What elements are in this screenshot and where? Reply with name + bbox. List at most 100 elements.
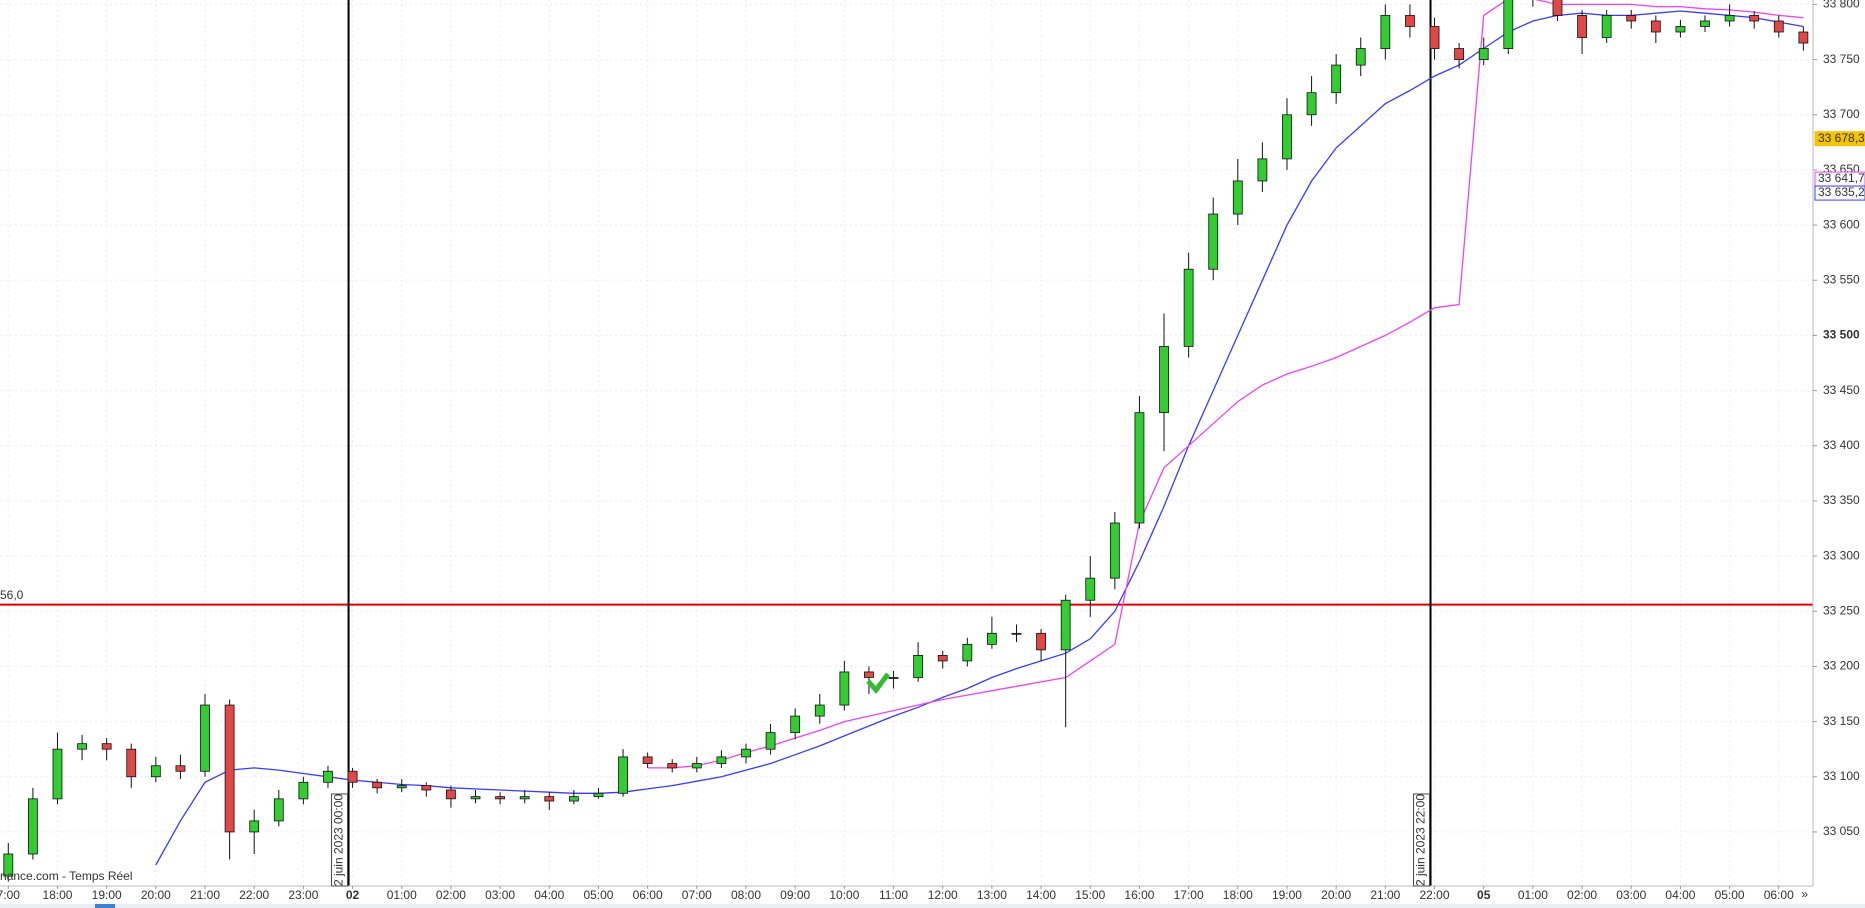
y-tick-label: 33 700: [1823, 107, 1860, 121]
x-tick-label: 03:00: [485, 888, 515, 902]
candle-body: [1183, 268, 1194, 347]
session-label-box: [331, 793, 349, 887]
x-tick-label: 01:00: [387, 888, 417, 902]
x-tick-label: 11:00: [879, 888, 908, 902]
y-tick-label: 33 300: [1823, 548, 1860, 562]
candle-body: [790, 715, 801, 734]
candle-body: [864, 671, 874, 678]
candle-body: [150, 765, 161, 778]
candle-body: [273, 798, 284, 822]
price-tag: [1814, 131, 1865, 147]
x-tick-label: 02: [346, 888, 360, 902]
candle-body: [741, 748, 751, 758]
candle-body: [470, 796, 481, 800]
candle-body: [642, 756, 653, 764]
candle-body: [52, 748, 63, 800]
candle-body: [1675, 26, 1686, 33]
candle-body: [1208, 213, 1219, 270]
x-tick-label: 10:00: [829, 888, 859, 902]
candle-body: [667, 763, 678, 769]
x-tick-label: 01:00: [1518, 888, 1548, 902]
y-tick-label: 33 500: [1823, 328, 1860, 342]
candle-body: [987, 632, 997, 645]
candle-body: [1773, 20, 1784, 33]
candle-body: [323, 770, 333, 783]
x-tick-label: 12:00: [928, 888, 958, 902]
candle-body: [1405, 15, 1415, 27]
candle-body: [1626, 15, 1637, 22]
candle-body: [396, 785, 407, 789]
x-tick-label: 19:00: [92, 888, 122, 902]
candle-body: [1380, 15, 1391, 49]
x-tick-label: 22:00: [1420, 888, 1450, 902]
y-tick-label: 33 150: [1823, 714, 1860, 728]
x-tick-label: 02:00: [1567, 888, 1597, 902]
candle-body: [1282, 114, 1292, 160]
x-tick-label: 20:00: [1321, 888, 1351, 902]
candle-body: [1036, 632, 1046, 651]
y-tick-label: 33 400: [1823, 438, 1860, 452]
candle-body: [298, 781, 309, 800]
candle-body: [937, 654, 948, 662]
candle-body: [1601, 15, 1612, 38]
plot: [0, 0, 1813, 886]
x-tick-label: 22:00: [239, 888, 269, 902]
session-label: 2 juin 2023 00:00: [332, 794, 346, 886]
candle-body: [618, 756, 628, 794]
scroll-arrow[interactable]: »: [1801, 887, 1808, 901]
x-tick-label: 05: [1477, 888, 1491, 902]
scrollbar[interactable]: [0, 904, 1865, 908]
indicator-line: [647, 0, 1804, 769]
price-tag-label: 33 678,3: [1818, 131, 1865, 145]
candle-body: [1798, 31, 1809, 44]
x-tick-label: 7:00: [0, 888, 20, 902]
x-tick-label: 07:00: [682, 888, 712, 902]
candle-body: [175, 765, 186, 772]
candle-body: [568, 796, 579, 802]
candle-body: [1134, 412, 1145, 524]
x-tick-label: 05:00: [1715, 888, 1745, 902]
x-tick-label: 18:00: [1223, 888, 1253, 902]
session-label: 2 juin 2023 22:00: [1414, 794, 1428, 886]
y-tick-label: 33 050: [1823, 824, 1860, 838]
candle-body: [888, 677, 899, 679]
x-tick-label: 16:00: [1124, 888, 1154, 902]
x-tick-label: 03:00: [1616, 888, 1646, 902]
y-tick-label: 33 350: [1823, 493, 1860, 507]
x-tick-label: 21:00: [1370, 888, 1400, 902]
x-tick-label: 04:00: [534, 888, 564, 902]
y-tick-label: 33 200: [1823, 659, 1860, 673]
candle-body: [1749, 15, 1760, 22]
x-tick-label: 17:00: [1174, 888, 1204, 902]
candle-body: [1577, 15, 1587, 38]
candle-body: [913, 654, 924, 678]
candle-body: [1306, 92, 1317, 116]
candle-body: [716, 756, 727, 764]
candle-body: [1355, 48, 1366, 66]
candle-body: [446, 789, 456, 800]
candle-body: [372, 781, 383, 789]
check-icon: [866, 672, 890, 694]
candle-body: [27, 798, 38, 855]
x-tick-label: 13:00: [977, 888, 1007, 902]
y-tick-label: 33 600: [1823, 217, 1860, 231]
x-tick-label: 18:00: [42, 888, 72, 902]
candle-body: [1331, 64, 1342, 94]
candle-body: [421, 785, 432, 791]
y-tick-label: 33 250: [1823, 603, 1860, 617]
candle-body: [765, 732, 776, 750]
x-tick-label: 02:00: [436, 888, 466, 902]
candle-body: [3, 853, 14, 877]
x-tick-label: 04:00: [1665, 888, 1695, 902]
candle-body: [249, 820, 260, 833]
y-tick-label: 33 750: [1823, 52, 1860, 66]
y-tick-label: 33 800: [1823, 0, 1860, 11]
price-tag: [1814, 185, 1865, 201]
candle-body: [1159, 346, 1169, 414]
candle-body: [1700, 20, 1710, 27]
scrollbar-thumb[interactable]: [95, 904, 115, 908]
candle-body: [77, 743, 87, 750]
candle-body: [1503, 0, 1514, 49]
x-tick-label: 05:00: [583, 888, 613, 902]
